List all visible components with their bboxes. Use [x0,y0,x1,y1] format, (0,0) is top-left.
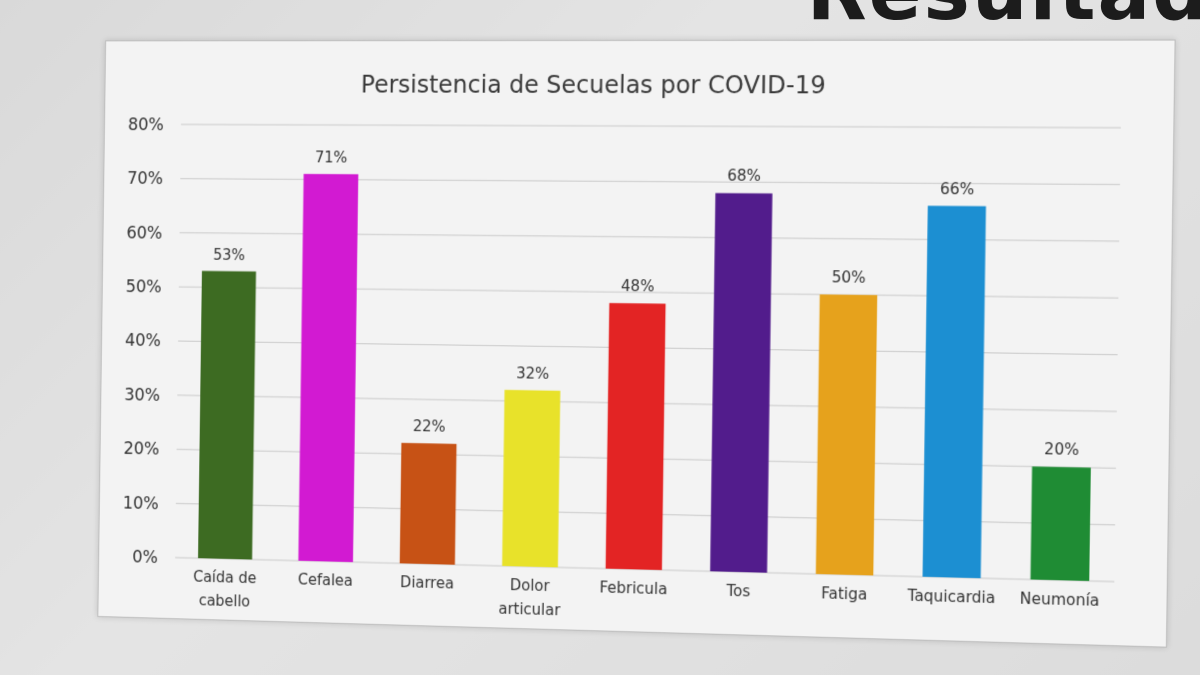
data-label: 50% [832,269,866,287]
y-tick-label: 80% [128,114,164,134]
data-label: 53% [213,246,245,263]
y-tick-label: 50% [126,276,162,296]
grid-line [181,124,1121,127]
bar [605,303,666,571]
bar [922,205,986,579]
y-tick-label: 70% [127,168,163,188]
data-label: 48% [621,278,655,296]
category-label: Taquicardia [906,587,995,607]
bar [399,442,457,565]
category-label: Fatiga [821,585,867,604]
data-label: 20% [1044,441,1079,459]
category-label: Cefalea [298,571,353,589]
category-labels: Caída decabello Cefalea Diarrea Dolorarticu… [193,569,1100,620]
bar [710,193,773,573]
category-label: Dolorarticular [498,577,561,620]
category-label: Tos [725,583,750,601]
data-label: 32% [516,365,549,383]
bar [502,389,561,568]
y-tick-label: 20% [123,438,159,459]
y-tick-label: 0% [132,546,158,566]
y-tick-label: 10% [123,492,159,513]
category-label: Caída decabello [193,569,257,611]
chart-title: Persistencia de Secuelas por COVID-19 [361,70,826,99]
data-label: 22% [413,418,446,436]
bar [815,294,878,576]
corner-heading-text: Resultad [807,0,1200,38]
data-label: 71% [315,149,347,166]
category-label: Diarrea [400,574,454,593]
bar [198,270,257,560]
data-label: 68% [727,168,761,186]
y-tick-label: 40% [125,330,161,350]
y-tick-label: 60% [126,222,162,242]
category-label: Febricula [599,579,667,598]
bar [1030,466,1091,582]
y-axis-ticks: 0% 10% 20% 30% 40% 50% 60% 70% 80% [123,114,164,567]
bars [198,173,1091,582]
data-label: 66% [940,180,975,198]
y-tick-label: 30% [124,384,160,404]
category-label: Neumonía [1020,590,1100,610]
chart-panel: Persistencia de Secuelas por COVID-19 0%… [97,39,1176,648]
bar [298,173,359,563]
bar-chart: Persistencia de Secuelas por COVID-19 0%… [123,70,1174,620]
data-labels: 53% 71% 22% 32% 48% 68% 50% 66% 20% [213,149,1079,459]
